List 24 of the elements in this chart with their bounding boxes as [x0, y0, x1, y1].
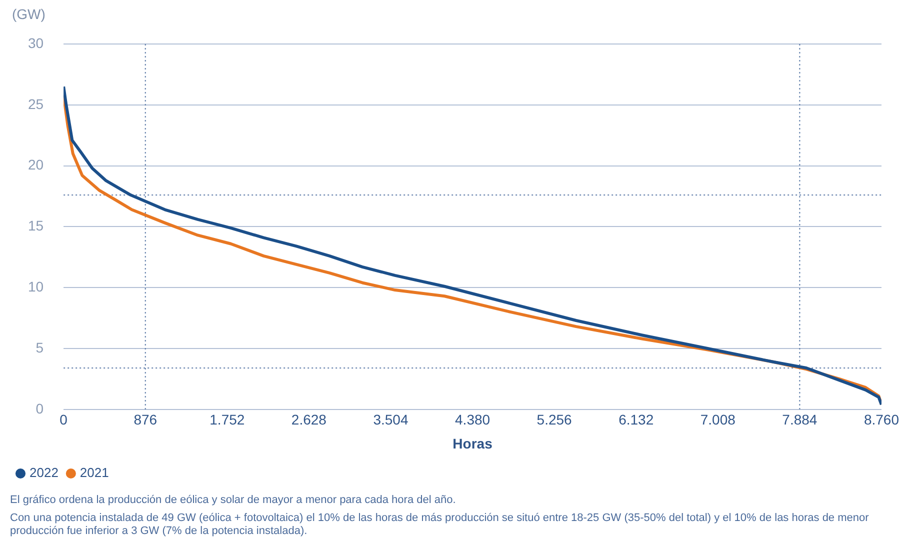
x-tick-label: 7.884 — [782, 412, 818, 428]
y-tick-label: 30 — [28, 34, 44, 51]
x-tick-label: 8.760 — [864, 412, 900, 428]
legend-label: 2021 — [80, 465, 109, 480]
x-tick-label: 7.008 — [700, 412, 736, 428]
x-tick-label: 1.752 — [210, 412, 245, 428]
text: Con una potencia instalada de 49 GW (eólica + fotovoltaica) el 10% de las horas de más producción se situó entre 18-25 GW (35-50% del total) y el 10% de las horas de menor producción fue inferior a 3 GW (7% de la potencia instalada). — [10, 512, 870, 538]
x-axis-title: Horas — [452, 435, 493, 452]
y-tick-label: 5 — [36, 339, 44, 356]
y-tick-label: 10 — [28, 278, 44, 294]
x-tick-label: 6.132 — [618, 412, 654, 428]
text: El gráfico ordena la producción de eólica y solar de mayor a menor para cada hora del año. — [10, 494, 457, 507]
legend-label: 2022 — [30, 465, 58, 480]
y-tick-label: 15 — [28, 218, 44, 234]
y-tick-label: 20 — [28, 156, 44, 173]
y-tick-label: 0 — [36, 400, 44, 416]
y-axis-title: (GW) — [12, 6, 46, 22]
x-tick-label: 2.628 — [291, 412, 327, 428]
x-tick-label: 0 — [60, 412, 68, 428]
x-tick-label: 3.504 — [373, 412, 408, 428]
x-tick-label: 5.256 — [536, 412, 572, 428]
x-tick-label: 4.380 — [455, 412, 490, 428]
x-tick-label: 876 — [134, 412, 158, 428]
y-tick-label: 25 — [28, 96, 44, 112]
